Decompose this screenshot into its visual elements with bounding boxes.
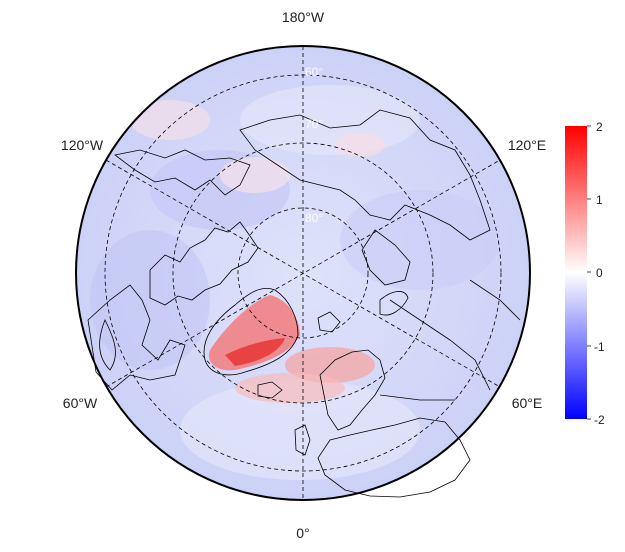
colorbar-label-2: 2 xyxy=(596,120,603,134)
novaya-zemlya-coast xyxy=(379,291,409,316)
colorbar-label-m2: -2 xyxy=(594,413,605,427)
canadian-archipelago-coast xyxy=(149,221,259,306)
lat-circle-80 xyxy=(237,207,369,339)
colorbar-gradient xyxy=(565,126,587,419)
lon-label-bottom: 0° xyxy=(296,525,309,541)
graticule xyxy=(104,46,502,500)
lat-label-60: 60° xyxy=(305,65,323,79)
europe-coast xyxy=(317,417,471,498)
eurasia-borders xyxy=(379,279,521,401)
siberia-coast xyxy=(239,109,491,241)
map-boundary xyxy=(75,45,531,501)
lon-label-top: 180°W xyxy=(282,9,325,25)
iceland-coast xyxy=(257,381,283,399)
scandinavia-coast xyxy=(319,349,386,431)
colorbar-label-1: 1 xyxy=(596,193,603,207)
hudson-bay-coast xyxy=(99,319,116,371)
meridian-60w-120e xyxy=(105,159,501,388)
colorbar-label-0: 0 xyxy=(596,266,603,280)
coastlines xyxy=(87,109,521,498)
lat-label-80: 80° xyxy=(305,211,323,225)
lon-label-upper-right: 120°E xyxy=(508,137,546,153)
lon-label-lower-right: 60°E xyxy=(512,395,543,411)
uk-coast xyxy=(294,424,311,456)
lat-label-70: 70° xyxy=(305,117,323,131)
taymyr-coast xyxy=(361,229,411,286)
lon-label-upper-left: 120°W xyxy=(61,137,104,153)
alaska-coast xyxy=(114,149,251,196)
colorbar: 2 1 0 -1 -2 xyxy=(565,120,605,427)
svalbard-coast xyxy=(317,311,341,333)
greenland-coast xyxy=(203,288,299,376)
lon-label-lower-left: 60°W xyxy=(63,395,98,411)
colorbar-label-m1: -1 xyxy=(594,340,605,354)
north-america-coast xyxy=(87,284,186,391)
